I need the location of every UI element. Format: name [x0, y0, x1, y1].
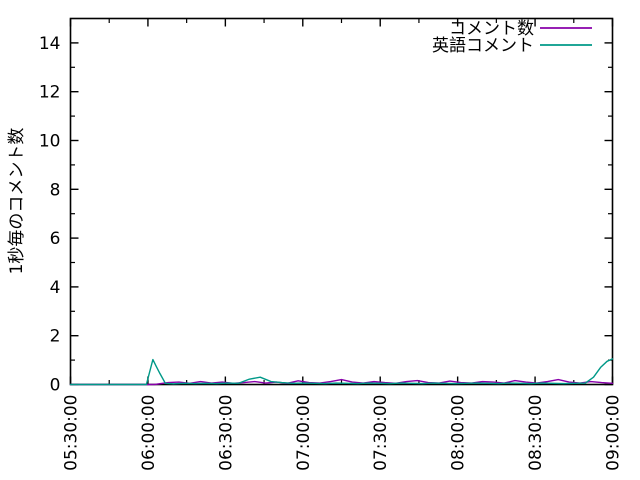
x-tick-label: 06:30:00: [216, 395, 236, 471]
x-tick-label: 08:00:00: [449, 394, 469, 470]
x-tick-label: 06:00:00: [139, 395, 159, 471]
y-axis: 0 2 4 6 8 10 12 14: [39, 34, 613, 396]
x-tick-label: 08:30:00: [526, 395, 546, 471]
plot-frame: [69, 17, 614, 386]
y-axis-title: 1秒毎のコメント数: [7, 128, 27, 275]
y-tick-label: 4: [50, 278, 61, 298]
x-axis: 05:30:00 06:00:00 06:30:00 07:00:00 07:30:00…: [62, 18, 624, 471]
x-tick-label: 07:30:00: [371, 395, 391, 471]
legend-label: コメント数: [449, 19, 534, 39]
y-tick-label: 12: [39, 83, 61, 103]
y-tick-label: 14: [39, 34, 61, 54]
y-tick-label: 2: [50, 327, 61, 347]
x-tick-label: 07:00:00: [294, 395, 314, 471]
series-line: [69, 358, 614, 386]
y-tick-label: 8: [50, 180, 61, 200]
y-tick-label: 6: [50, 229, 61, 249]
x-tick-label: 09:00:00: [604, 395, 624, 471]
legend-label: 英語コメント: [432, 36, 534, 56]
y-tick-label: 0: [50, 376, 61, 396]
series-lines: [69, 358, 614, 386]
y-tick-label: 10: [39, 132, 61, 152]
x-tick-label: 05:30:00: [62, 395, 82, 471]
